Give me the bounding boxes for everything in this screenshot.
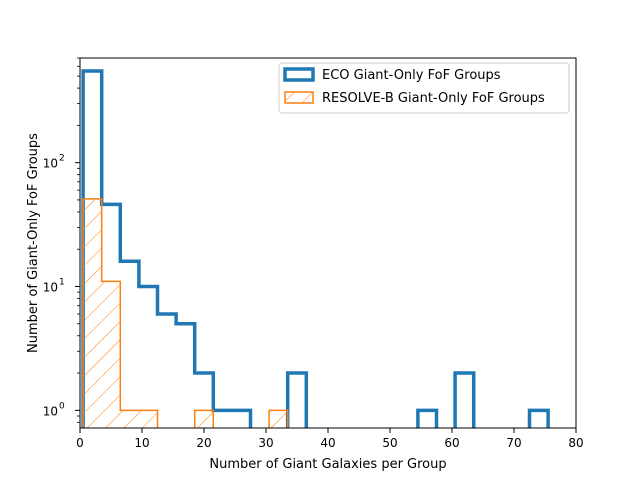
- step-outline-eco-8: [285, 371, 309, 428]
- step-outline-eco-11: [527, 408, 550, 428]
- x-tick-label-40: 40: [320, 436, 335, 450]
- y-axis-label: Number of Giant-Only FoF Groups: [26, 133, 41, 353]
- x-tick-label-80: 80: [568, 436, 583, 450]
- x-tick-label-30: 30: [258, 436, 273, 450]
- y-tick-exp-100: 2: [59, 154, 65, 164]
- hatch-fill-resolve-4: [269, 410, 288, 428]
- step-outline-resolve-3: [193, 409, 215, 428]
- y-tick-exp-10: 1: [59, 277, 65, 287]
- step-outline-eco-10: [453, 371, 476, 428]
- x-tick-label-70: 70: [506, 436, 521, 450]
- step-outline-eco-9: [416, 408, 439, 428]
- series-1: [82, 198, 289, 428]
- legend-swatch-resolve: [284, 91, 314, 104]
- y-tick-label-1: 10: [43, 404, 58, 418]
- legend-swatch-eco: [283, 67, 315, 82]
- step-outline-resolve-4: [268, 409, 289, 428]
- x-axis-label: Number of Giant Galaxies per Group: [209, 457, 446, 472]
- series-layer: [81, 69, 550, 428]
- x-tick-label-0: 0: [76, 436, 84, 450]
- x-tick-label-50: 50: [382, 436, 397, 450]
- x-tick-label-10: 10: [134, 436, 149, 450]
- step-outline-eco-0: [81, 69, 253, 428]
- hatch-fill-resolve-3: [194, 410, 214, 428]
- legend-label-eco: ECO Giant-Only FoF Groups: [322, 68, 501, 83]
- x-tick-label-60: 60: [444, 436, 459, 450]
- hatch-fill-resolve-2: [120, 410, 158, 428]
- legend-box: [278, 62, 570, 114]
- hatch-fill-resolve-0: [83, 198, 102, 428]
- y-tick-label-10: 10: [43, 280, 58, 294]
- hatch-fill-resolve-1: [101, 281, 121, 428]
- y-tick-exp-1: 0: [59, 401, 65, 411]
- x-tick-label-20: 20: [196, 436, 211, 450]
- legend-label-resolve: RESOLVE-B Giant-Only FoF Groups: [322, 91, 545, 106]
- y-tick-label-100: 10: [43, 157, 58, 171]
- series-0: [81, 69, 550, 428]
- step-outline-resolve-0: [82, 198, 159, 428]
- legend: ECO Giant-Only FoF Groups RESOLVE-B Gian…: [278, 62, 570, 114]
